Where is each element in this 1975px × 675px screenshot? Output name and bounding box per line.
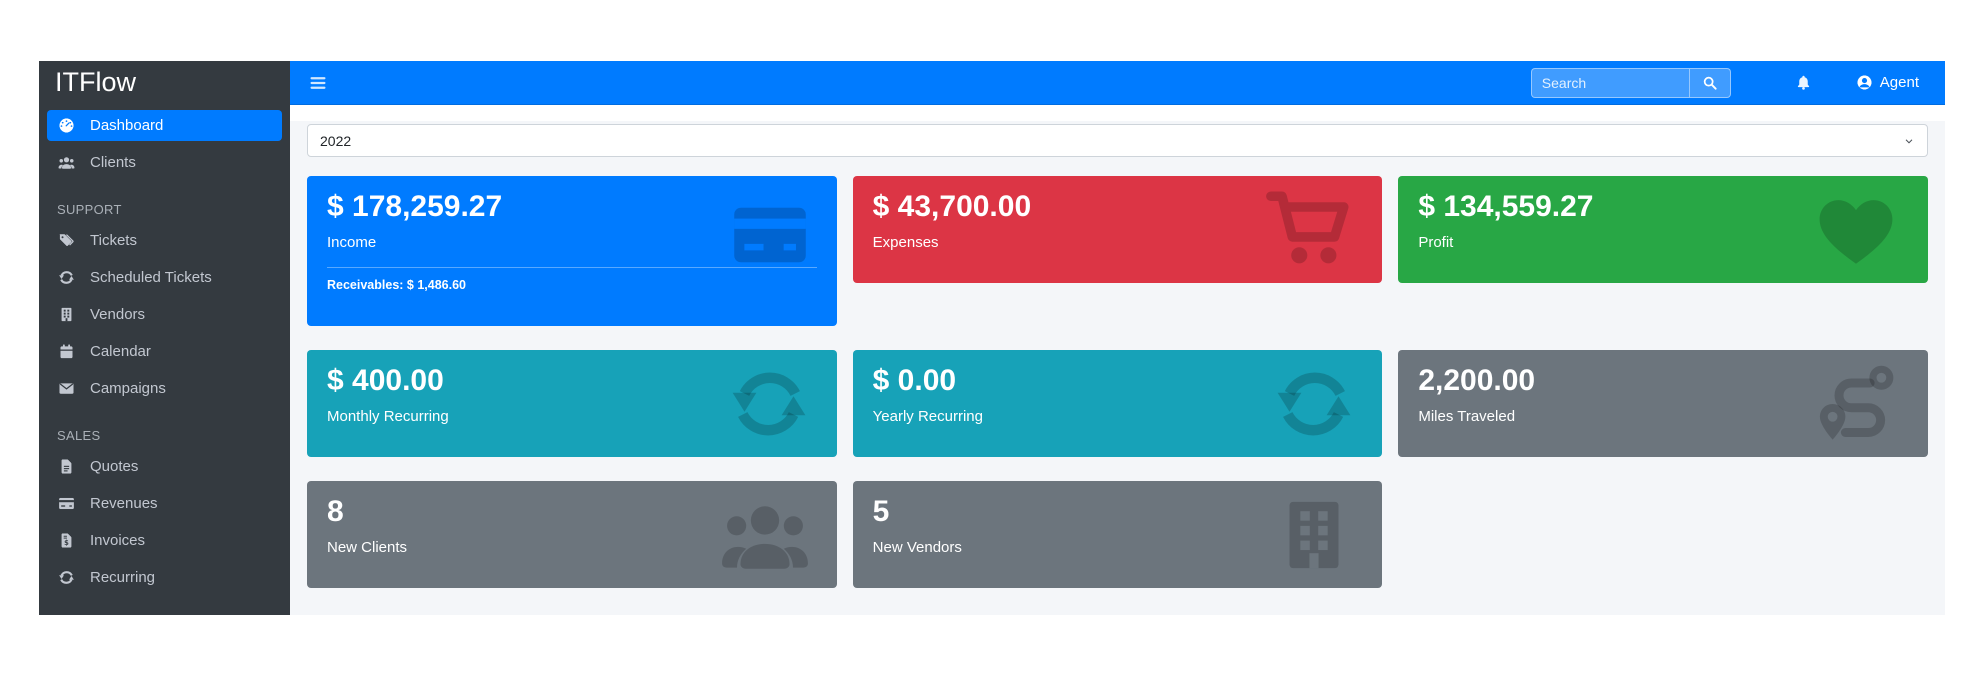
content-inner: 2022 $ 178,259.27 Income Receivables: $ … xyxy=(290,121,1945,588)
stat-footer: Receivables: $ 1,486.60 xyxy=(327,266,817,292)
user-menu-label: Agent xyxy=(1879,74,1919,91)
stat-card-grid: $ 178,259.27 Income Receivables: $ 1,486… xyxy=(307,176,1928,588)
envelope-icon xyxy=(55,380,77,397)
topbar-right: Agent xyxy=(1530,67,1919,98)
year-select[interactable]: 2022 xyxy=(307,124,1928,157)
building-icon xyxy=(55,306,77,323)
file-invoice-icon xyxy=(55,532,77,549)
stat-card-monthly-recurring[interactable]: $ 400.00 Monthly Recurring xyxy=(307,350,837,457)
stat-value: $ 134,559.27 xyxy=(1418,190,1594,223)
credit-card-icon xyxy=(55,495,77,512)
tachometer-icon xyxy=(55,117,77,134)
shopping-cart-icon xyxy=(1264,184,1356,276)
topbar: Agent xyxy=(290,61,1945,105)
sidebar-item-label: Vendors xyxy=(90,306,146,323)
sidebar-nav: Dashboard Clients SUPPORT Tickets Schedu… xyxy=(39,106,290,599)
year-select-value: 2022 xyxy=(320,132,352,149)
sidebar: ITFlow Dashboard Clients SUPPORT Tickets… xyxy=(39,61,290,615)
sidebar-item-label: Dashboard xyxy=(90,117,164,134)
sidebar-item-dashboard[interactable]: Dashboard xyxy=(47,110,282,141)
sidebar-item-label: Quotes xyxy=(90,458,139,475)
sidebar-item-revenues[interactable]: Revenues xyxy=(47,488,282,519)
users-icon xyxy=(55,154,77,171)
sidebar-item-label: Clients xyxy=(90,154,136,171)
search-group xyxy=(1530,67,1731,98)
sidebar-item-label: Scheduled Tickets xyxy=(90,269,212,286)
stat-card-profit[interactable]: $ 134,559.27 Profit xyxy=(1398,176,1928,283)
sidebar-item-campaigns[interactable]: Campaigns xyxy=(47,373,282,404)
sidebar-item-recurring[interactable]: Recurring xyxy=(47,562,282,593)
sidebar-item-calendar[interactable]: Calendar xyxy=(47,336,282,367)
building-icon xyxy=(1272,493,1356,577)
stat-card-new-vendors[interactable]: 5 New Vendors xyxy=(852,481,1383,588)
sidebar-item-label: Revenues xyxy=(90,495,158,512)
search-button[interactable] xyxy=(1688,67,1731,98)
stat-label: Yearly Recurring xyxy=(872,407,983,425)
stat-label: Profit xyxy=(1418,233,1454,251)
calendar-icon xyxy=(55,343,77,360)
file-icon xyxy=(55,458,77,475)
sync-icon xyxy=(1272,362,1356,446)
sidebar-section-sales: SALES xyxy=(57,428,101,443)
sidebar-item-label: Calendar xyxy=(90,343,151,360)
content-area: 2022 $ 178,259.27 Income Receivables: $ … xyxy=(290,105,1945,615)
sync-icon xyxy=(55,569,77,586)
stat-card-income[interactable]: $ 178,259.27 Income Receivables: $ 1,486… xyxy=(307,176,837,326)
stat-value: $ 43,700.00 xyxy=(872,190,1032,223)
search-input[interactable] xyxy=(1530,67,1689,98)
chevron-down-icon xyxy=(1903,135,1915,147)
tags-icon xyxy=(55,232,77,249)
bars-icon xyxy=(308,73,328,93)
sync-icon xyxy=(55,269,77,286)
sidebar-item-clients[interactable]: Clients xyxy=(47,147,282,178)
app-brand: ITFlow xyxy=(55,67,136,97)
stat-card-new-clients[interactable]: 8 New Clients xyxy=(307,481,837,588)
user-menu[interactable]: Agent xyxy=(1856,74,1919,91)
stat-label: Miles Traveled xyxy=(1418,407,1516,425)
stat-value: $ 178,259.27 xyxy=(327,190,503,223)
sidebar-item-label: Invoices xyxy=(90,532,146,549)
stat-label: Income xyxy=(327,233,377,251)
bell-icon xyxy=(1795,74,1812,91)
stat-value: 8 xyxy=(327,495,344,528)
search-icon xyxy=(1702,75,1718,91)
heart-icon xyxy=(1810,184,1902,276)
route-icon xyxy=(1812,359,1902,449)
sidebar-section-support: SUPPORT xyxy=(57,202,122,217)
stat-value: $ 0.00 xyxy=(872,364,957,397)
sidebar-item-invoices[interactable]: Invoices xyxy=(47,525,282,556)
stat-label: Expenses xyxy=(872,233,939,251)
sidebar-item-vendors[interactable]: Vendors xyxy=(47,299,282,330)
stat-label: New Vendors xyxy=(872,538,962,556)
sidebar-toggle-button[interactable] xyxy=(308,73,328,93)
content-top-strip xyxy=(290,105,1945,121)
credit-card-icon xyxy=(729,194,811,276)
stat-card-yearly-recurring[interactable]: $ 0.00 Yearly Recurring xyxy=(852,350,1383,457)
sidebar-item-tickets[interactable]: Tickets xyxy=(47,225,282,256)
main-area: Agent 2022 $ 178,259.27 Income Receiv xyxy=(290,61,1945,615)
stat-value: 5 xyxy=(872,495,890,528)
sidebar-item-scheduled-tickets[interactable]: Scheduled Tickets xyxy=(47,262,282,293)
stat-value: $ 400.00 xyxy=(327,364,444,397)
stat-card-miles-traveled[interactable]: 2,200.00 Miles Traveled xyxy=(1398,350,1928,457)
sidebar-item-label: Tickets xyxy=(90,232,137,249)
user-circle-icon xyxy=(1856,74,1873,91)
sync-icon xyxy=(727,362,811,446)
stat-value: 2,200.00 xyxy=(1418,364,1536,397)
app-window: ITFlow Dashboard Clients SUPPORT Tickets… xyxy=(39,61,1945,615)
users-icon xyxy=(719,489,811,581)
stat-label: Monthly Recurring xyxy=(327,407,449,425)
sidebar-item-label: Campaigns xyxy=(90,380,166,397)
sidebar-item-quotes[interactable]: Quotes xyxy=(47,451,282,482)
sidebar-item-label: Recurring xyxy=(90,569,156,586)
stat-card-expenses[interactable]: $ 43,700.00 Expenses xyxy=(852,176,1383,283)
notifications-button[interactable] xyxy=(1795,74,1812,91)
stat-label: New Clients xyxy=(327,538,408,556)
